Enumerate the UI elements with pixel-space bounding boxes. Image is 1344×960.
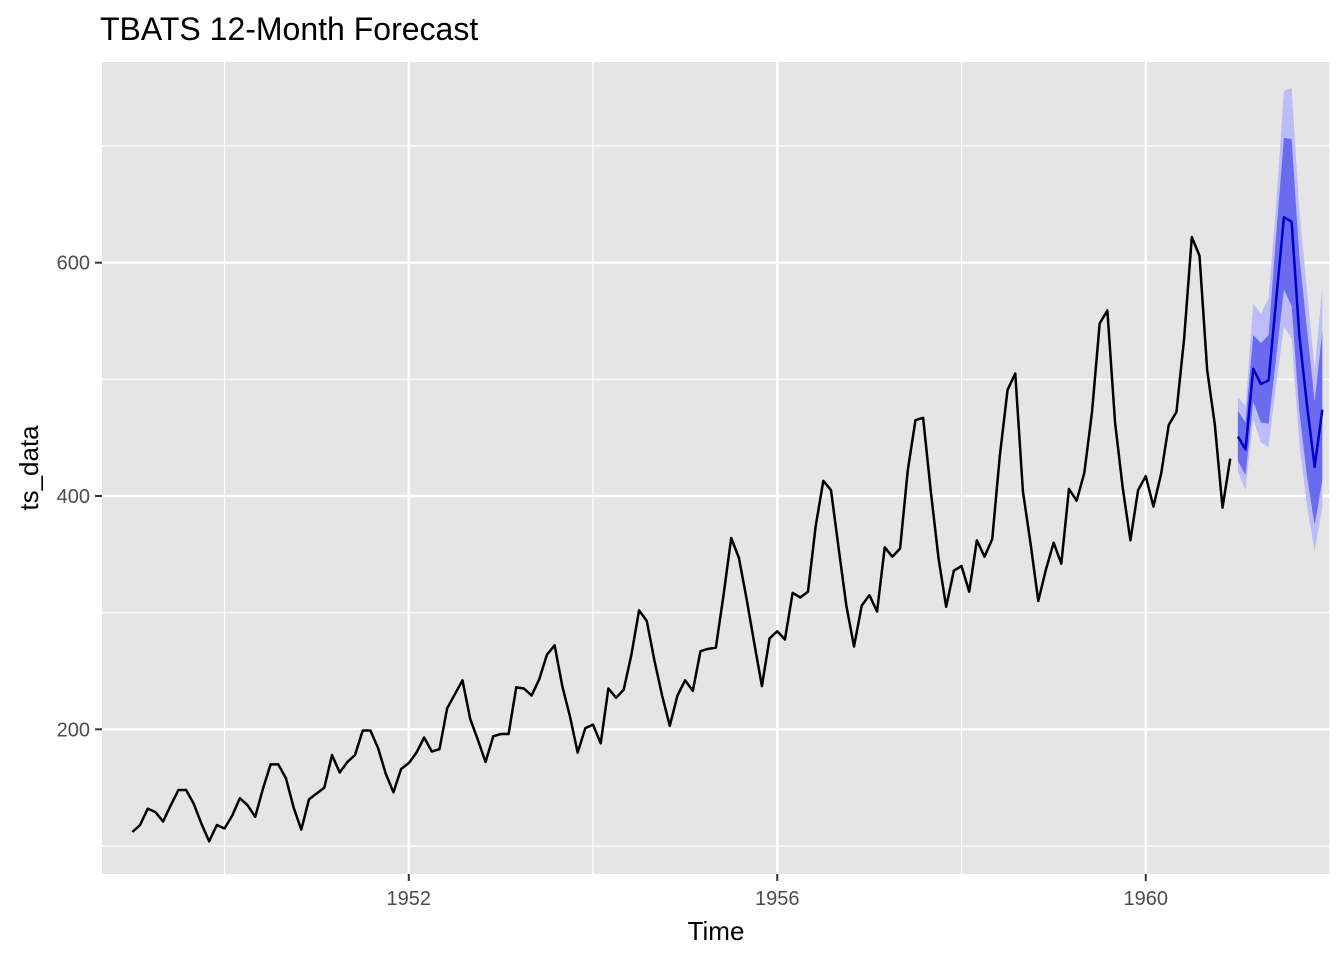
x-tick-label: 1952 <box>387 888 432 910</box>
y-tick-label: 600 <box>57 253 90 275</box>
y-tick-label: 400 <box>57 486 90 508</box>
prediction-intervals <box>1237 87 1323 551</box>
interval-80-band <box>1237 137 1323 526</box>
major-gridlines <box>102 62 1330 874</box>
y-axis: 200 400 600 <box>57 253 102 741</box>
forecast-mean-line <box>1236 215 1324 469</box>
x-tick-label: 1956 <box>755 888 800 910</box>
chart-title: TBATS 12-Month Forecast <box>100 11 478 47</box>
actual-series-line <box>131 235 1232 843</box>
plot-panel <box>102 62 1330 874</box>
x-tick-label: 1960 <box>1124 888 1169 910</box>
y-tick-label: 200 <box>57 719 90 741</box>
y-axis-title: ts_data <box>14 425 44 511</box>
x-axis-title: Time <box>688 916 745 946</box>
x-axis: 1952 1956 1960 <box>387 874 1168 910</box>
minor-gridlines <box>102 62 1331 874</box>
